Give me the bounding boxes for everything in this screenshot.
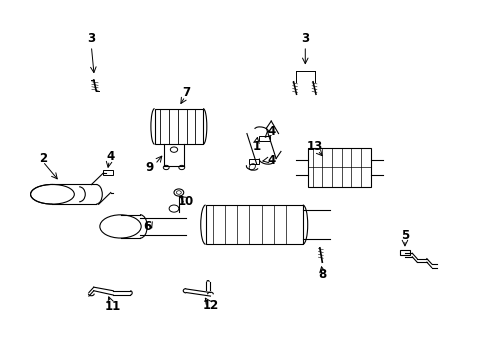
Bar bbox=[205, 205, 302, 244]
Bar bbox=[249, 159, 259, 164]
Bar bbox=[399, 249, 409, 255]
Bar bbox=[103, 170, 113, 175]
Text: 4: 4 bbox=[266, 125, 275, 138]
Text: 5: 5 bbox=[400, 229, 408, 242]
Bar bbox=[259, 136, 269, 141]
Text: 13: 13 bbox=[306, 140, 323, 153]
Bar bbox=[154, 109, 203, 144]
Text: 2: 2 bbox=[39, 152, 47, 165]
Text: 11: 11 bbox=[105, 300, 121, 313]
Text: 9: 9 bbox=[145, 161, 154, 174]
Text: 1: 1 bbox=[252, 140, 260, 153]
Text: 4: 4 bbox=[106, 150, 115, 163]
Bar bbox=[307, 148, 370, 187]
Text: 12: 12 bbox=[202, 298, 218, 311]
Text: 7: 7 bbox=[182, 86, 190, 99]
Text: 8: 8 bbox=[318, 268, 326, 281]
Text: 4: 4 bbox=[266, 154, 275, 167]
Text: 10: 10 bbox=[178, 195, 194, 208]
Text: 6: 6 bbox=[143, 220, 151, 233]
Text: 3: 3 bbox=[87, 32, 95, 45]
Text: 3: 3 bbox=[301, 32, 309, 45]
